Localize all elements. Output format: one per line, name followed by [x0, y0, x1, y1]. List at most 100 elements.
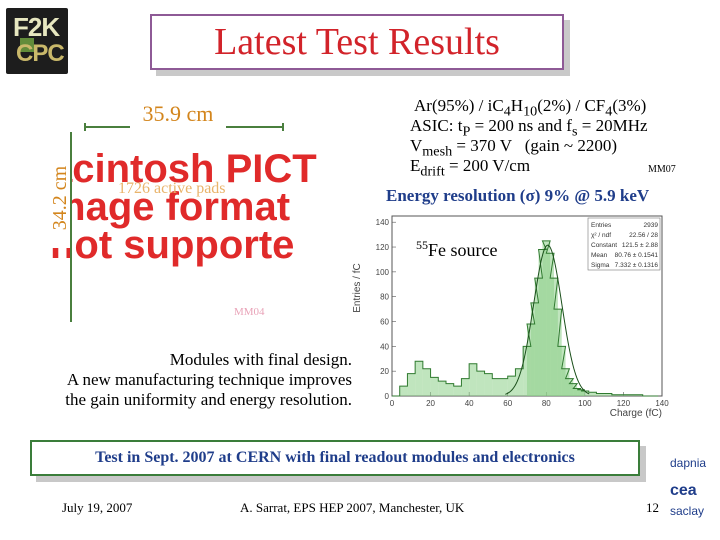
height-label-background	[48, 148, 70, 248]
histogram-bin	[627, 394, 635, 396]
page-number: 12	[646, 500, 659, 515]
stats-value: 80.76 ± 0.1541	[615, 252, 659, 259]
isotope-number: 55	[416, 238, 428, 252]
x-tick-label: 60	[503, 399, 512, 408]
histogram-bin	[611, 394, 620, 396]
source-name: Fe source	[428, 240, 498, 260]
width-label: 35.9 cm	[130, 100, 226, 128]
histogram-bin	[515, 368, 524, 396]
charge-histogram: 0 20 40 60 80 100 120 140 0 20 40 60 80 100 120 140 En…	[352, 208, 672, 424]
histogram-bin	[561, 368, 570, 396]
height-dimension-line	[70, 132, 72, 322]
module-label-mm07: MM07	[648, 164, 676, 175]
source-label: 55Fe source	[416, 238, 497, 261]
histogram-bin	[500, 378, 508, 396]
histogram-bin	[569, 383, 578, 396]
histogram-bin	[577, 389, 585, 396]
histogram-bin	[538, 249, 547, 396]
y-tick-label: 20	[380, 367, 389, 376]
stats-name: Entries	[591, 222, 612, 229]
page-title: Latest Test Results	[214, 21, 500, 63]
histogram-bin	[430, 377, 439, 396]
x-tick-label: 40	[465, 399, 474, 408]
stats-name: χ² / ndf	[591, 232, 611, 239]
histogram-bin	[635, 394, 643, 396]
y-tick-label: 120	[376, 243, 390, 252]
histogram-bin	[399, 386, 408, 396]
x-tick-label: 80	[542, 399, 551, 408]
y-tick-label: 0	[385, 392, 390, 401]
histogram-bin	[407, 373, 416, 396]
asic-settings: ASIC: tP = 200 ns and fs = 20MHz	[410, 116, 648, 140]
description-line: A new manufacturing technique improves	[66, 370, 352, 389]
module-label-mm04: MM04	[234, 306, 265, 318]
histogram-bin	[581, 391, 589, 396]
histogram-bin	[484, 373, 493, 396]
histogram-bin	[565, 378, 574, 396]
histogram-bin	[596, 393, 605, 396]
height-label: 34.2 cm	[49, 165, 71, 231]
histogram-bin	[534, 278, 543, 396]
stats-value: 7.332 ± 0.1316	[615, 262, 659, 269]
histogram-bin	[422, 368, 431, 396]
x-tick-label: 120	[617, 399, 631, 408]
histogram-bin	[469, 363, 477, 396]
stats-value: 121.5 ± 2.88	[622, 242, 658, 249]
banner-text: Test in Sept. 2007 at CERN with final re…	[95, 449, 575, 466]
description-line: Modules with final design.	[169, 350, 352, 369]
stats-name: Sigma	[591, 262, 610, 269]
drift-field: Edrift = 200 V/cm	[410, 156, 531, 180]
pads-label: 1726 active pads	[118, 180, 226, 197]
description-line: the gain uniformity and energy resolutio…	[65, 390, 352, 409]
energy-resolution: Energy resolution (σ) 9% @ 5.9 keV	[386, 186, 650, 205]
institution-logos: dapnia cea saclay	[670, 456, 716, 518]
x-tick-label: 0	[390, 399, 395, 408]
histogram-bin	[415, 361, 423, 396]
modules-description: Modules with final design. A new manufac…	[6, 350, 352, 410]
title-box	[150, 14, 564, 70]
histogram-bin	[523, 346, 531, 396]
y-tick-label: 40	[380, 342, 389, 351]
stats-name: Mean	[591, 252, 608, 259]
histogram-bin	[542, 240, 551, 396]
y-tick-label: 140	[376, 218, 390, 227]
y-tick-label: 60	[380, 318, 389, 327]
histogram-bin	[546, 253, 554, 396]
footer-author: A. Sarrat, EPS HEP 2007, Manchester, UK	[240, 500, 465, 515]
banner-box	[30, 440, 640, 476]
histogram-bin	[492, 378, 500, 396]
histogram-outline	[392, 240, 659, 397]
histogram-bin	[604, 393, 612, 396]
histogram-bin	[438, 381, 446, 396]
stats-value: 22.56 / 28	[629, 232, 658, 239]
pict-not-supported-text: acintosh PICT mage format not supporte	[50, 147, 317, 267]
histogram-bin	[446, 383, 454, 396]
gas-mixture: Ar(95%) / iC4H10(2%) / CF4(3%)	[414, 96, 647, 120]
stats-value: 2939	[644, 222, 659, 229]
gaussian-fit	[505, 244, 590, 395]
y-axis-label: Entries / fC	[352, 263, 363, 312]
stats-box: Entries 2939 χ² / ndf 22.56 / 28 Constant 121…	[587, 217, 661, 271]
x-tick-label: 140	[655, 399, 669, 408]
y-tick-label: 80	[380, 293, 389, 302]
stats-name: Constant	[591, 242, 617, 249]
x-axis-label: Charge (fC)	[610, 408, 662, 419]
cea-logo: cea	[670, 482, 697, 499]
histogram-bin	[476, 371, 485, 396]
histogram-bin	[507, 376, 516, 396]
logo-text-top: F2K	[13, 12, 60, 42]
histogram-bin	[453, 386, 462, 396]
mesh-voltage: Vmesh = 370 V (gain ~ 2200)	[410, 136, 618, 160]
x-tick-label: 20	[426, 399, 435, 408]
histogram-bin	[573, 388, 581, 396]
saclay-logo: saclay	[670, 504, 705, 518]
experiment-logo: F2K CPC	[6, 8, 68, 74]
footer-date: July 19, 2007	[62, 500, 133, 515]
histogram-bin	[588, 392, 597, 396]
histogram-bin	[619, 394, 628, 396]
x-tick-label: 100	[578, 399, 592, 408]
histogram-bin	[461, 378, 470, 396]
histogram-bin	[550, 278, 558, 396]
logo-text-bottom: CPC	[16, 40, 65, 67]
dapnia-logo: dapnia	[670, 456, 707, 470]
